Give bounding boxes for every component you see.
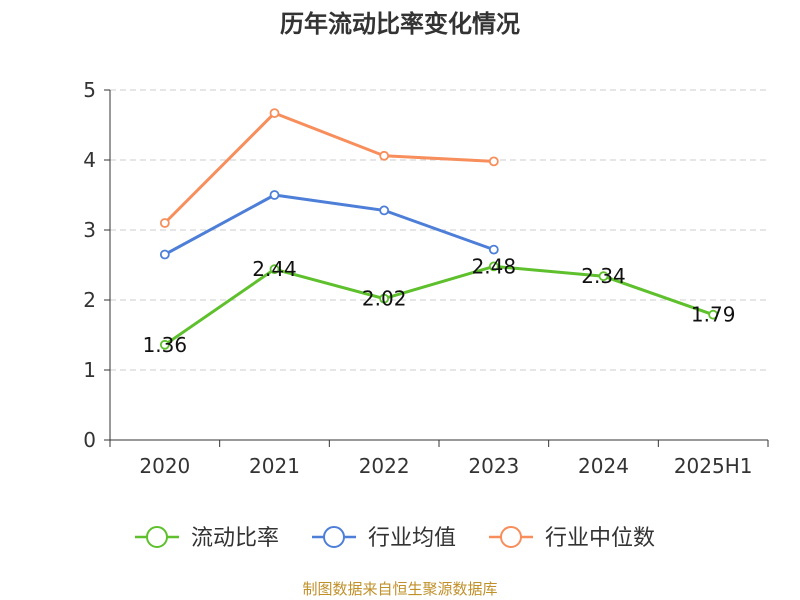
x-tick-label: 2022: [359, 454, 410, 478]
series-point-0: [269, 264, 280, 275]
data-labels: 1.36 2.44 2.02 2.48 2.34 1.79: [143, 254, 736, 356]
x-tick-label: 2021: [249, 454, 300, 478]
data-label: 2.34: [581, 264, 626, 288]
x-tick-label: 2023: [468, 454, 519, 478]
series-point-0: [488, 261, 499, 272]
series-point-2: [488, 156, 499, 167]
series-line-0: [163, 264, 714, 347]
legend-label: 行业中位数: [545, 526, 655, 551]
legend-marker: [146, 526, 168, 548]
series-point-1: [269, 190, 280, 200]
legend: 流动比率 行业均值 行业中位数: [135, 526, 655, 551]
series-point-1: [159, 249, 170, 260]
data-label: 1.36: [143, 333, 188, 357]
series-point-0: [598, 271, 609, 282]
legend-marker: [323, 526, 345, 548]
x-tick-label: 2020: [139, 454, 190, 478]
source-note: 制图数据来自恒生聚源数据库: [302, 580, 497, 598]
series-point-1: [379, 205, 390, 216]
legend-label: 行业均值: [368, 526, 456, 551]
data-label: 1.79: [691, 303, 736, 327]
data-label: 2.48: [472, 254, 517, 278]
y-tick-label: 5: [83, 78, 96, 102]
series-point-2: [379, 150, 390, 161]
series-line-2: [163, 111, 494, 225]
series-point-1: [488, 244, 499, 255]
series-group: [159, 108, 719, 350]
data-label: 2.44: [252, 257, 297, 281]
legend-marker: [500, 526, 522, 548]
y-tick-label: 4: [83, 148, 96, 172]
axes: 0 1 2 3 4 5 2020 2021 2022 2023 2024 2025H1: [83, 78, 769, 478]
y-tick-label: 2: [83, 288, 96, 312]
chart-title: 历年流动比率变化情况: [280, 10, 520, 38]
y-tick-label: 1: [83, 358, 96, 382]
series-point-0: [379, 293, 390, 304]
legend-label: 流动比率: [191, 526, 279, 551]
x-tick-label: 2024: [578, 454, 629, 478]
x-tick-label: 2025H1: [674, 454, 753, 478]
series-point-2: [269, 108, 280, 118]
y-tick-label: 3: [83, 218, 96, 242]
series-line-1: [164, 193, 495, 256]
series-point-0: [159, 339, 170, 350]
y-tick-label: 0: [83, 428, 96, 452]
series-point-0: [708, 309, 719, 320]
series-point-2: [159, 218, 170, 228]
data-label: 2.02: [362, 287, 407, 311]
